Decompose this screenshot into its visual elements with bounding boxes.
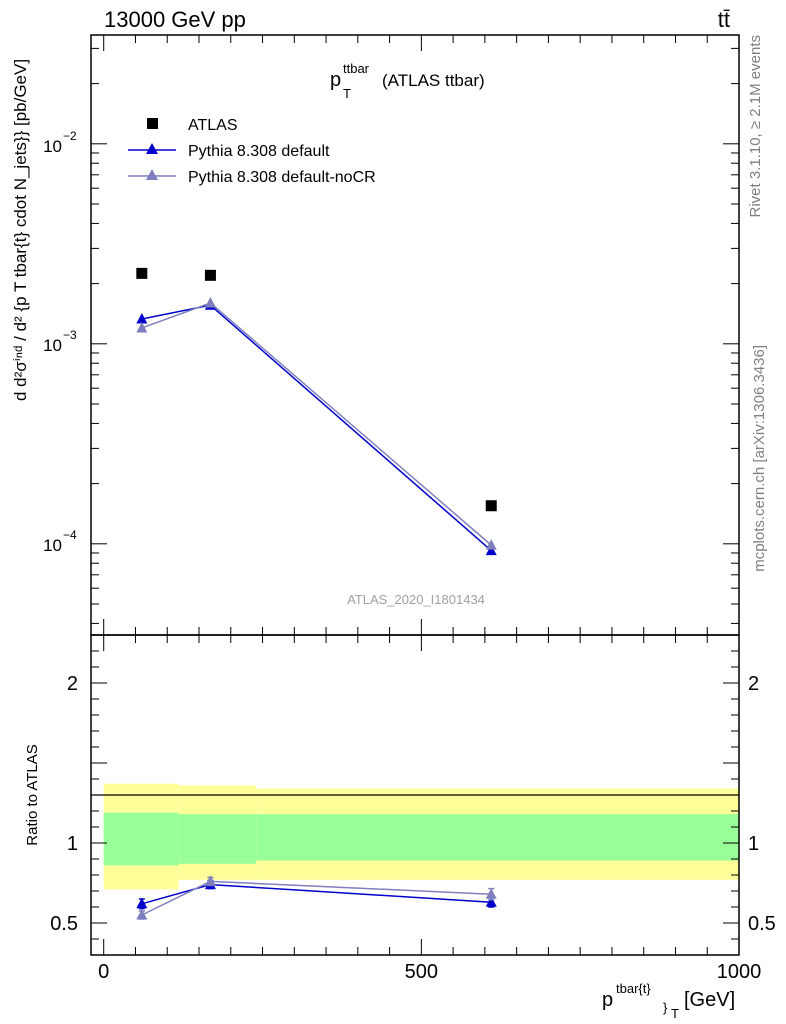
rivet-version-label: Rivet 3.1.10, ≥ 2.1M events bbox=[747, 35, 764, 218]
mc-data-point-1 bbox=[485, 544, 497, 556]
ytick-1e-4-exp: −4 bbox=[63, 528, 77, 542]
plot-title-main: p bbox=[330, 69, 341, 91]
header-energy-label: 13000 GeV pp bbox=[104, 7, 246, 32]
ratio-point-1 bbox=[204, 875, 216, 886]
ytick-label-1e-2: 10 −2 bbox=[43, 129, 77, 156]
ytick-1e-3-exp: −3 bbox=[63, 328, 77, 342]
ratio-ytick-label-right: 2 bbox=[748, 673, 759, 695]
ratio-series bbox=[136, 875, 497, 920]
ratio-ytick-label-right: 0.5 bbox=[748, 913, 776, 935]
ratio-band-green bbox=[103, 812, 179, 866]
ratio-point-0 bbox=[485, 896, 497, 907]
mc-data-point-2 bbox=[204, 296, 216, 308]
ytick-label-1e-4: 10 −4 bbox=[43, 528, 77, 555]
ratio-point-1 bbox=[136, 909, 148, 920]
legend-atlas-label: ATLAS bbox=[188, 117, 238, 134]
ratio-plot-panel: 0.5 0.5 1 1 2 2 0 500 1000 Ratio to ATLAS p tba… bbox=[24, 634, 776, 1021]
ratio-plot-frame bbox=[90, 634, 740, 956]
xlabel-sup: tbar{t} bbox=[616, 981, 651, 996]
ratio-ytick-label-left: 0.5 bbox=[50, 913, 78, 935]
legend: ATLAS Pythia 8.308 default Pythia 8.308 … bbox=[128, 117, 376, 186]
legend-atlas-marker bbox=[147, 118, 158, 129]
ratio-uncertainty-bands bbox=[103, 783, 739, 890]
xlabel-main: p bbox=[602, 989, 613, 1011]
ratio-point-1 bbox=[485, 888, 497, 899]
xlabel: p tbar{t} } T [GeV] bbox=[602, 981, 735, 1021]
mc-data-point-2 bbox=[136, 321, 148, 333]
legend-nocr-label: Pythia 8.308 default-noCR bbox=[188, 169, 376, 186]
ratio-ylabel: Ratio to ATLAS bbox=[24, 744, 41, 845]
xlabel-sub2: T bbox=[671, 1006, 679, 1021]
analysis-watermark: ATLAS_2020_I1801434 bbox=[347, 592, 485, 607]
ytick-label-1e-3: 10 −3 bbox=[43, 328, 77, 355]
ratio-ytick-labels: 0.5 0.5 1 1 2 2 bbox=[50, 673, 776, 935]
ytick-1e-2-exp: −2 bbox=[63, 129, 77, 143]
ratio-band-green bbox=[256, 814, 739, 861]
main-ytick-labels: 10 −2 10 −3 10 −4 bbox=[43, 129, 77, 555]
main-series-lines bbox=[141, 302, 492, 552]
ratio-line-0 bbox=[141, 883, 492, 905]
atlas-data-point bbox=[485, 500, 497, 512]
mcplots-label: mcplots.cern.ch [arXiv:1306.3436] bbox=[751, 345, 768, 572]
atlas-data-point bbox=[136, 267, 148, 279]
main-plot-panel: p ttbar T (ATLAS ttbar) ATLAS Pythia 8.3… bbox=[11, 34, 740, 636]
ytick-1e-2-base: 10 bbox=[43, 137, 62, 156]
legend-nocr-marker bbox=[146, 169, 158, 180]
legend-default-marker bbox=[146, 143, 158, 154]
ratio-xtick-label: 1000 bbox=[717, 961, 762, 983]
xlabel-unit: [GeV] bbox=[684, 989, 735, 1011]
ratio-ytick-label-left: 2 bbox=[67, 673, 78, 695]
atlas-data-point bbox=[204, 269, 216, 281]
plot-title-sub: T bbox=[343, 86, 351, 101]
main-ylabel: d d²σⁱⁿᵈ / d² {p T tbar{t} cdot N_jets}}… bbox=[11, 59, 30, 401]
series-line-2 bbox=[141, 302, 492, 546]
ratio-band-green bbox=[178, 814, 257, 864]
ytick-1e-4-base: 10 bbox=[43, 536, 62, 555]
ytick-1e-3-base: 10 bbox=[43, 336, 62, 355]
ratio-ytick-label-left: 1 bbox=[67, 833, 78, 855]
xlabel-sub: } bbox=[663, 1000, 668, 1015]
mc-data-point-2 bbox=[485, 539, 497, 550]
legend-default-label: Pythia 8.308 default bbox=[188, 143, 330, 160]
mc-data-point-1 bbox=[136, 313, 148, 324]
ratio-xtick-labels: 0 500 1000 bbox=[98, 961, 761, 983]
main-series-markers bbox=[136, 267, 497, 556]
header-process-label: tt̄ bbox=[718, 7, 730, 32]
ratio-point-0 bbox=[136, 897, 148, 909]
ratio-axis-ticks bbox=[91, 634, 740, 956]
plot-title-sup: ttbar bbox=[343, 61, 370, 76]
ratio-xtick-label: 500 bbox=[405, 961, 438, 983]
series-line-1 bbox=[141, 304, 492, 552]
plot-title: p ttbar T (ATLAS ttbar) bbox=[330, 61, 485, 101]
ratio-ytick-label-right: 1 bbox=[748, 833, 759, 855]
ratio-xtick-label: 0 bbox=[98, 961, 109, 983]
plot-title-rest: (ATLAS ttbar) bbox=[382, 71, 485, 90]
